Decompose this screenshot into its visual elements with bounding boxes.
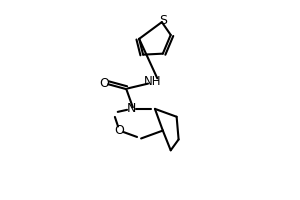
Text: S: S [159, 14, 167, 27]
Text: N: N [127, 102, 136, 115]
Text: NH: NH [144, 75, 162, 88]
Text: O: O [115, 124, 124, 137]
Text: O: O [100, 77, 110, 90]
